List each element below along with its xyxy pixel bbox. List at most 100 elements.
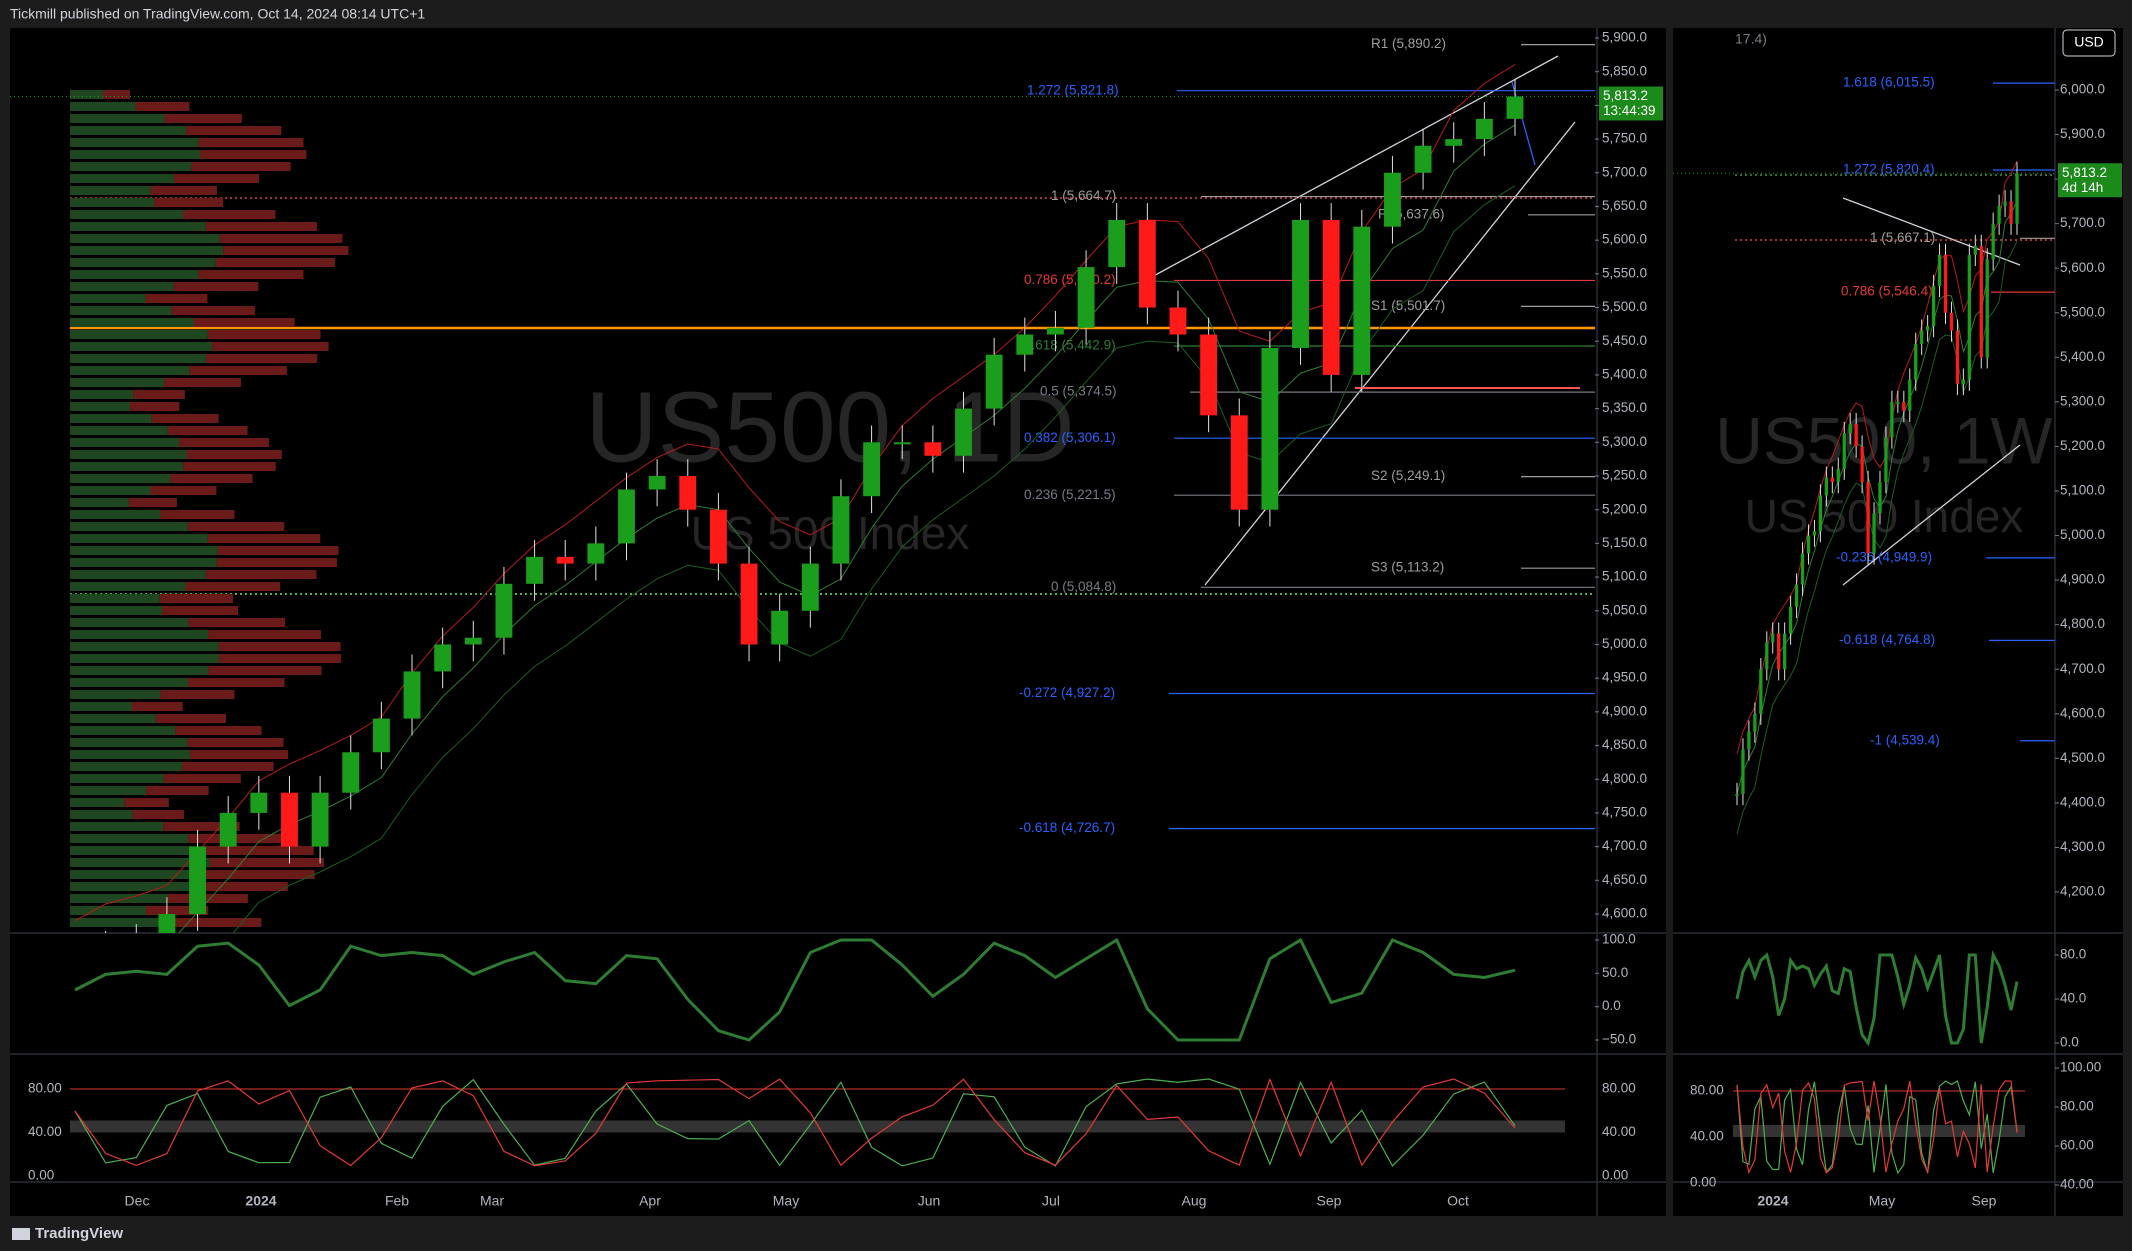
countdown: 13:44:39 — [1603, 103, 1656, 118]
candle-body — [2015, 173, 2019, 224]
x-tick-label: Jul — [1042, 1193, 1060, 1209]
y-tick-label: 5,300.0 — [2060, 393, 2105, 408]
price-pane: 1.618 (6,015.5) 1.272 (5,820.4) 1 (5,667.1… — [1735, 75, 2055, 835]
candle-body — [1848, 424, 1852, 434]
level-label: S1 (5,501.7) — [1371, 298, 1445, 313]
volume-profile-up — [70, 666, 209, 675]
volume-profile-up — [70, 174, 174, 183]
volume-profile-down — [103, 90, 130, 99]
volume-profile-up — [70, 186, 151, 195]
candle-body — [985, 354, 1003, 409]
volume-profile-up — [70, 618, 189, 627]
candle-body — [1931, 286, 1936, 327]
volume-profile-up — [70, 606, 163, 615]
volume-profile-down — [191, 162, 291, 171]
stoch-right-tick-label: 80.00 — [2060, 1099, 2094, 1114]
y-tick-label: 5,900.0 — [1602, 30, 1647, 45]
level-label: R1 (5,890.2) — [1371, 36, 1446, 51]
volume-profile-down — [188, 678, 285, 687]
volume-profile-down — [189, 882, 288, 891]
candle-body — [1753, 713, 1757, 732]
volume-profile-up — [70, 726, 176, 735]
candle-body — [1261, 347, 1279, 510]
volume-profile-up — [70, 510, 161, 519]
volume-profile-up — [70, 870, 205, 879]
volume-profile-up — [70, 294, 146, 303]
volume-profile-up — [70, 762, 182, 771]
y-tick-label: 4,650.0 — [1602, 872, 1647, 887]
volume-profile-down — [193, 318, 295, 327]
volume-profile-down — [162, 606, 239, 615]
candle-body — [771, 610, 789, 645]
stoch-right-tick-label: 100.00 — [2060, 1060, 2101, 1075]
volume-profile-up — [70, 738, 188, 747]
volume-profile-down — [164, 114, 242, 123]
volume-profile-up — [70, 390, 134, 399]
volume-profile-up — [70, 678, 189, 687]
y-tick-label: 5,200.0 — [1602, 501, 1647, 516]
volume-profile-up — [70, 582, 186, 591]
volume-profile-down — [207, 330, 321, 339]
volume-profile-up — [70, 918, 176, 927]
candle-body — [1771, 633, 1775, 643]
candle-body — [1979, 245, 1983, 358]
rsi-line — [74, 937, 1516, 1042]
candle-body — [1783, 633, 1787, 670]
volume-profile-down — [205, 570, 317, 579]
y-tick-label: 5,050.0 — [1602, 602, 1647, 617]
y-tick-label: 4,950.0 — [1602, 670, 1647, 685]
stoch-tick-label: 80.00 — [1602, 1081, 1636, 1096]
x-tick-label: Apr — [639, 1193, 661, 1209]
level-label: 0.382 (5,306.1) — [1024, 430, 1116, 445]
candle-body — [1765, 642, 1769, 670]
level-label: 1 (5,664.7) — [1051, 188, 1116, 203]
volume-profile-up — [70, 570, 206, 579]
volume-profile-up — [70, 702, 133, 711]
candle-body — [1292, 219, 1309, 348]
volume-profile-down — [179, 438, 269, 447]
currency[interactable]: USD — [2074, 34, 2104, 50]
level-label: -1 (4,539.4) — [1870, 732, 1940, 747]
volume-profile-up — [70, 150, 201, 159]
volume-profile-up — [70, 198, 155, 207]
candle-body — [1908, 379, 1912, 411]
y-tick-label: 5,750.0 — [1602, 131, 1647, 146]
candle-body — [1920, 330, 1924, 344]
volume-profile-up — [70, 162, 192, 171]
volume-profile-down — [167, 426, 248, 435]
x-tick-label: Aug — [1182, 1193, 1207, 1209]
y-tick-label: 5,500.0 — [2060, 304, 2105, 319]
corner-label: 17.4) — [1735, 31, 1767, 47]
y-tick-label: 4,800.0 — [1602, 771, 1647, 786]
volume-profile-down — [208, 666, 322, 675]
candle-body — [464, 637, 482, 645]
y-tick-label: 5,000.0 — [1602, 636, 1647, 651]
volume-profile-up — [70, 654, 219, 663]
volume-profile-down — [151, 414, 219, 423]
candle-body — [955, 408, 972, 456]
y-tick-label: 4,900.0 — [1602, 703, 1647, 718]
volume-profile-up — [70, 486, 151, 495]
candle-body — [1991, 223, 1995, 260]
candle-body — [1902, 401, 1906, 411]
volume-profile-up — [70, 414, 152, 423]
y-tick-label: 5,400.0 — [1602, 366, 1647, 381]
level-label: S3 (5,113.2) — [1371, 560, 1444, 575]
candle-body — [924, 442, 942, 456]
candle-body — [311, 792, 329, 847]
volume-profile-down — [215, 258, 335, 267]
brand: TradingView — [35, 1225, 123, 1242]
volume-profile-down — [205, 222, 317, 231]
stoch-right-tick-label: 40.00 — [2060, 1177, 2094, 1192]
y-tick-label: 5,600.0 — [1602, 232, 1647, 247]
x-tick-label: May — [1869, 1193, 1895, 1209]
level-label: -0.618 (4,726.7) — [1019, 820, 1115, 835]
rsi-tick-label: 50.0 — [1602, 965, 1628, 980]
currency-button[interactable] — [2062, 29, 2116, 57]
candle-body — [281, 792, 298, 847]
stoch-band — [70, 1120, 1565, 1133]
volume-profile-up — [70, 102, 136, 111]
x-tick-label: 2024 — [245, 1193, 276, 1209]
x-tick-label: Sep — [1317, 1193, 1342, 1209]
y-tick-label: 4,900.0 — [2060, 572, 2105, 587]
